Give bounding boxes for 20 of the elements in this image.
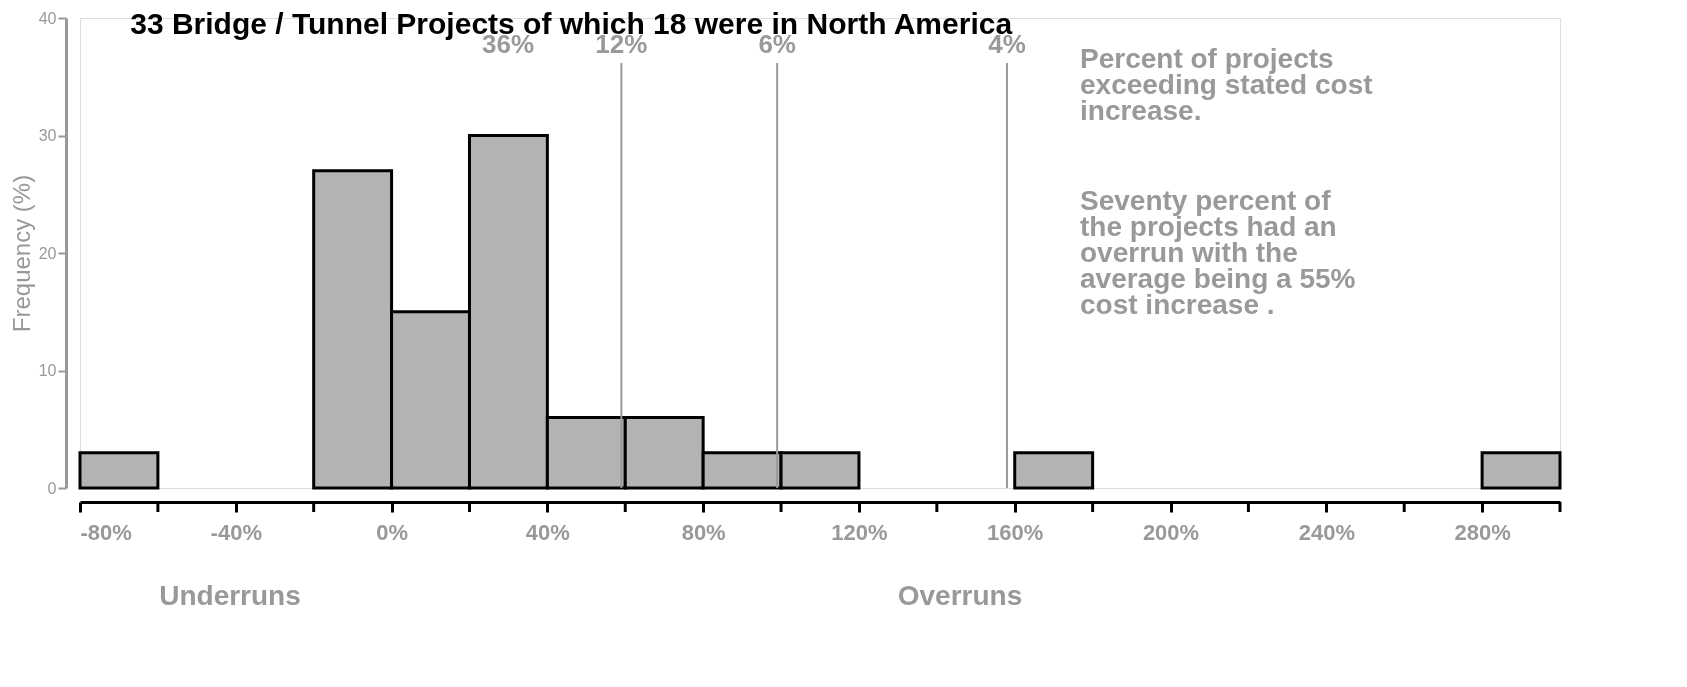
text: Underruns <box>159 580 301 611</box>
text: Overruns <box>897 580 1023 611</box>
annotation: Seventy percent of the projects had an overrun with the average being a 55% cost increase . <box>1080 185 1356 320</box>
y-tick-label: 30 <box>38 127 57 144</box>
annotation: Percent of projects exceeding stated cost increase. <box>1080 43 1373 126</box>
x-tick-label: 0% <box>376 519 408 545</box>
x-tick-label: -80% <box>80 519 132 545</box>
x-tick-label: 40% <box>525 519 570 545</box>
y-axis-title: Frequency (%) <box>7 174 35 333</box>
x-tick-label: 120% <box>831 519 888 545</box>
x-tick-label: 80% <box>681 519 726 545</box>
x-tick-label: -40% <box>210 519 262 545</box>
y-tick-label: 40 <box>38 9 57 27</box>
x-tick-label: 160% <box>987 519 1044 545</box>
x-tick-label: 280% <box>1454 519 1511 545</box>
y-tick-label: 20 <box>38 244 57 262</box>
y-tick-label: 10 <box>38 362 57 379</box>
x-tick-label: 200% <box>1142 519 1200 545</box>
y-tick-label: 0 <box>47 479 57 497</box>
x-tick-label: 240% <box>1298 519 1355 545</box>
